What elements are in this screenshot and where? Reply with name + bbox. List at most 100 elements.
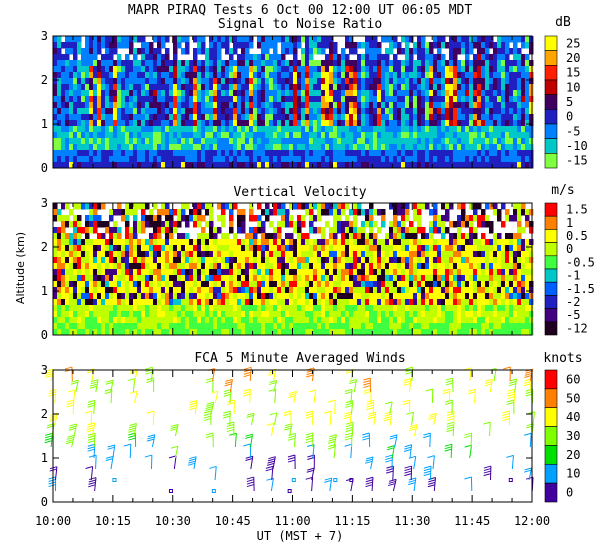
heatmap-cell xyxy=(241,293,246,300)
heatmap-cell xyxy=(413,120,418,127)
heatmap-cell xyxy=(525,108,530,115)
heatmap-cell xyxy=(109,245,114,252)
heatmap-cell xyxy=(233,108,238,115)
heatmap-cell xyxy=(201,132,206,139)
heatmap-cell xyxy=(253,102,258,109)
heatmap-cell xyxy=(485,36,490,43)
heatmap-cell xyxy=(153,221,158,228)
heatmap-cell xyxy=(485,120,490,127)
heatmap-cell xyxy=(413,233,418,240)
heatmap-cell xyxy=(309,251,314,258)
heatmap-cell xyxy=(409,60,414,67)
heatmap-cell xyxy=(377,42,382,49)
heatmap-cell xyxy=(261,126,266,133)
heatmap-cell xyxy=(73,269,78,276)
heatmap-cell xyxy=(213,96,218,103)
heatmap-cell xyxy=(441,311,446,318)
heatmap-cell xyxy=(181,72,186,79)
heatmap-cell xyxy=(345,311,350,318)
heatmap-cell xyxy=(365,138,370,145)
heatmap-cell xyxy=(65,72,70,79)
heatmap-cell xyxy=(365,317,370,324)
heatmap-cell xyxy=(369,42,374,49)
heatmap-cell xyxy=(381,281,386,288)
heatmap-cell xyxy=(465,311,470,318)
heatmap-cell xyxy=(65,60,70,67)
heatmap-cell xyxy=(329,281,334,288)
heatmap-cell xyxy=(305,150,310,157)
heatmap-cell xyxy=(85,245,90,252)
heatmap-cell xyxy=(441,156,446,163)
heatmap-cell xyxy=(73,233,78,240)
heatmap-cell xyxy=(125,275,130,282)
heatmap-cell xyxy=(437,150,442,157)
heatmap-cell xyxy=(485,263,490,270)
heatmap-cell xyxy=(245,60,250,67)
heatmap-cell xyxy=(485,215,490,222)
heatmap-cell xyxy=(205,209,210,216)
heatmap-cell xyxy=(193,293,198,300)
heatmap-cell xyxy=(141,126,146,133)
heatmap-cell xyxy=(117,72,122,79)
heatmap-cell xyxy=(469,108,474,115)
heatmap-cell xyxy=(169,66,174,73)
heatmap-cell xyxy=(137,48,142,55)
heatmap-cell xyxy=(405,269,410,276)
heatmap-cell xyxy=(129,239,134,246)
heatmap-cell xyxy=(389,257,394,264)
heatmap-cell xyxy=(61,239,66,246)
heatmap-cell xyxy=(241,299,246,306)
heatmap-cell xyxy=(345,221,350,228)
heatmap-cell xyxy=(505,60,510,67)
heatmap-cell xyxy=(137,60,142,67)
heatmap-cell xyxy=(229,311,234,318)
heatmap-cell xyxy=(377,317,382,324)
heatmap-cell xyxy=(205,60,210,67)
heatmap-cell xyxy=(445,317,450,324)
heatmap-cell xyxy=(241,108,246,115)
heatmap-cell xyxy=(153,162,158,169)
heatmap-cell xyxy=(129,317,134,324)
heatmap-cell xyxy=(357,317,362,324)
heatmap-cell xyxy=(105,144,110,151)
heatmap-cell xyxy=(513,203,518,210)
heatmap-cell xyxy=(521,299,526,306)
heatmap-cell xyxy=(241,275,246,282)
heatmap-cell xyxy=(525,317,530,324)
heatmap-cell xyxy=(177,120,182,127)
heatmap-cell xyxy=(321,329,326,336)
heatmap-cell xyxy=(277,245,282,252)
heatmap-cell xyxy=(309,126,314,133)
heatmap-cell xyxy=(305,54,310,61)
heatmap-cell xyxy=(421,317,426,324)
heatmap-cell xyxy=(73,120,78,127)
heatmap-cell xyxy=(313,42,318,49)
heatmap-cell xyxy=(413,126,418,133)
heatmap-cell xyxy=(473,126,478,133)
heatmap-cell xyxy=(257,293,262,300)
heatmap-cell xyxy=(469,251,474,258)
heatmap-cell xyxy=(341,144,346,151)
heatmap-cell xyxy=(377,281,382,288)
heatmap-cell xyxy=(313,263,318,270)
heatmap-cell xyxy=(425,251,430,258)
heatmap-cell xyxy=(417,245,422,252)
heatmap-cell xyxy=(437,281,442,288)
heatmap-cell xyxy=(121,287,126,294)
heatmap-cell xyxy=(193,108,198,115)
heatmap-cell xyxy=(53,120,58,127)
heatmap-cell xyxy=(473,269,478,276)
heatmap-cell xyxy=(421,96,426,103)
heatmap-cell xyxy=(473,120,478,127)
heatmap-cell xyxy=(417,281,422,288)
heatmap-cell xyxy=(525,90,530,97)
heatmap-cell xyxy=(517,66,522,73)
heatmap-cell xyxy=(333,138,338,145)
heatmap-cell xyxy=(173,209,178,216)
heatmap-cell xyxy=(277,72,282,79)
heatmap-cell xyxy=(317,209,322,216)
heatmap-cell xyxy=(465,102,470,109)
heatmap-cell xyxy=(125,54,130,61)
heatmap-cell xyxy=(121,323,126,330)
heatmap-cell xyxy=(301,102,306,109)
